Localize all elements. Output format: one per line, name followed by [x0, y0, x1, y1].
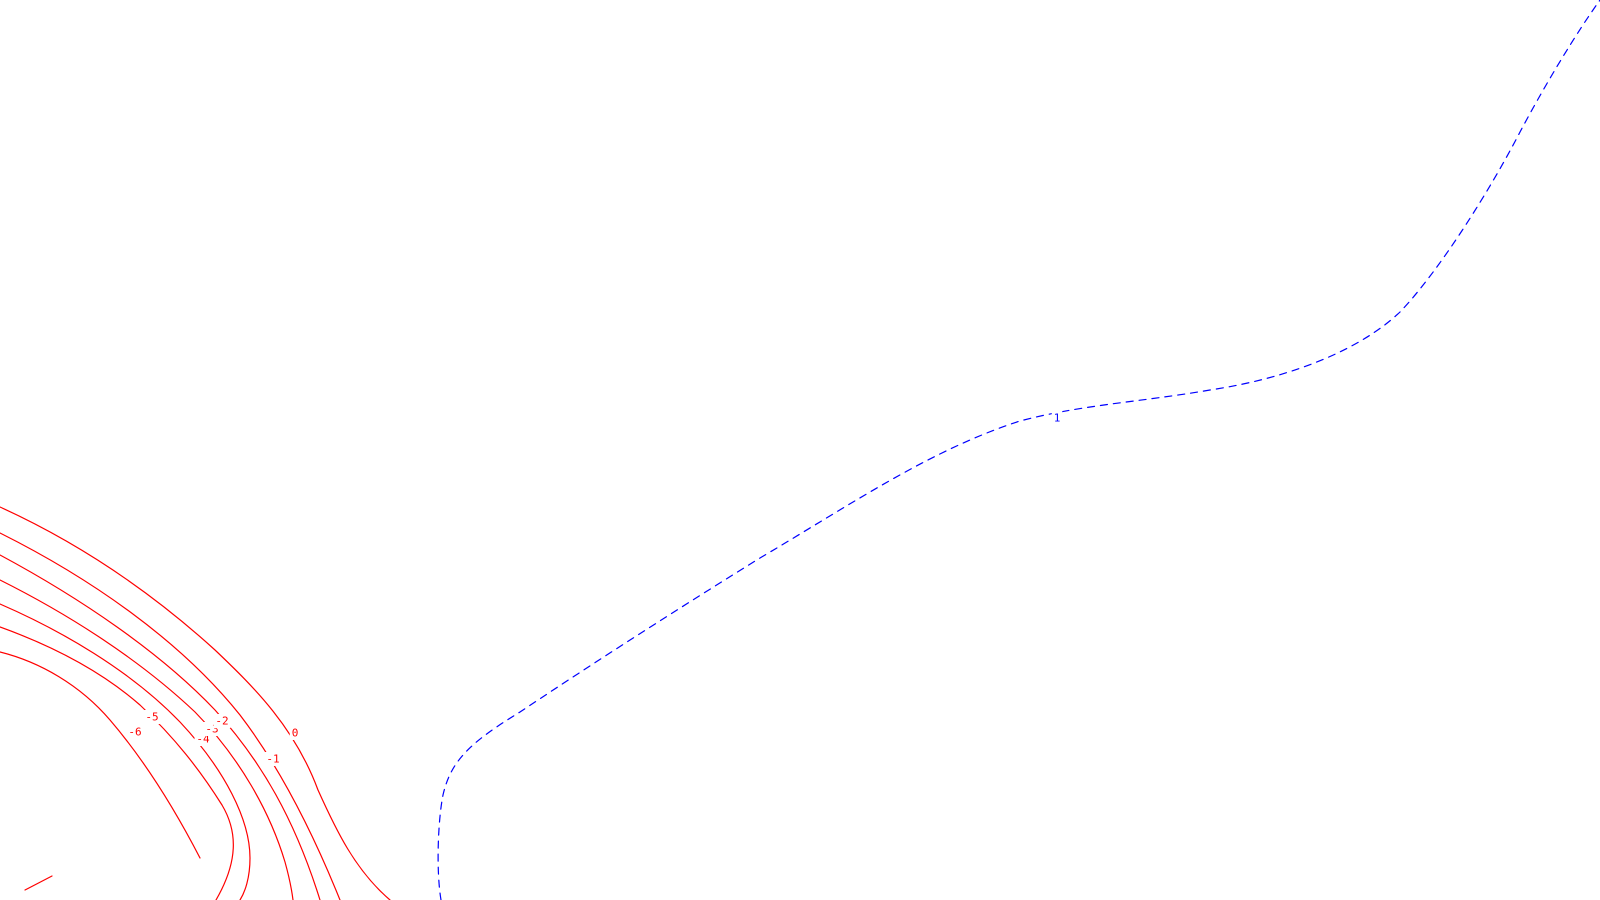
contour-label-0: 0	[292, 727, 299, 740]
contour-line-1	[437, 0, 1600, 900]
contour-label-mask	[126, 725, 144, 739]
contour-labels: -6-5-4-3-2-101	[126, 411, 1063, 766]
contour-label-mask	[289, 726, 301, 740]
contour-line-neg5	[0, 626, 234, 900]
contour-line-neg2	[0, 554, 321, 900]
contour-label-mask	[213, 714, 231, 728]
contour-line-neg7	[24, 875, 53, 891]
contour-label-neg1: -1	[266, 753, 279, 766]
contour-label-1: 1	[1054, 412, 1061, 425]
contour-line-neg4	[0, 603, 251, 900]
contour-line-0	[0, 506, 391, 900]
contour-label-mask	[264, 752, 282, 766]
contour-label-mask	[1051, 411, 1063, 425]
contour-line-neg3	[0, 579, 294, 900]
contour-line-neg6	[0, 651, 201, 859]
contour-label-neg2: -2	[215, 715, 228, 728]
contour-line-neg1	[0, 532, 341, 900]
contour-label-neg5: -5	[145, 711, 158, 724]
contour-label-mask	[143, 710, 161, 724]
contour-label-neg6: -6	[128, 726, 141, 739]
